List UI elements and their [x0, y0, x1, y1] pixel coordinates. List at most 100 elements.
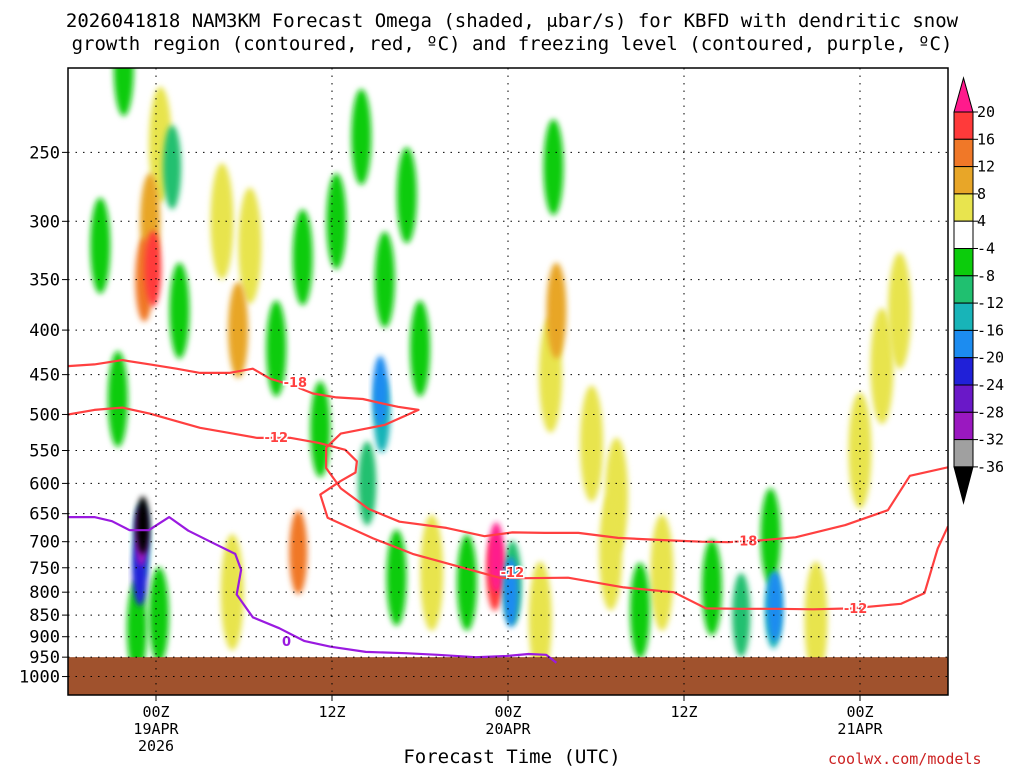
colorbar-swatch: [953, 220, 974, 249]
colorbar-tick-label: 16: [977, 130, 995, 148]
omega-cell: [630, 562, 650, 659]
colorbar-swatch: [953, 193, 974, 222]
x-tick-label: 12Z: [670, 703, 697, 721]
y-tick-label: 950: [29, 648, 60, 668]
y-tick-label: 700: [29, 533, 60, 553]
omega-cell: [420, 514, 444, 631]
colorbar: 20 16 12 8 4 -4 -8 -12 -16 -20 -24 -28 -32 -36: [953, 76, 1004, 505]
colorbar-swatch: [953, 357, 974, 386]
x-tick-label: 00Z: [846, 703, 873, 721]
omega-cell: [374, 231, 395, 328]
omega-cell: [238, 187, 262, 304]
omega-cell: [599, 494, 623, 611]
colorbar-tick-label: 8: [977, 185, 986, 203]
colorbar-swatch: [953, 166, 974, 195]
omega-cell: [580, 385, 604, 502]
y-tick-label: 250: [29, 143, 60, 163]
contour-label: -12: [844, 602, 868, 617]
colorbar-tick-label: 4: [977, 212, 986, 230]
x-tick-label: 19APR: [133, 720, 179, 738]
omega-cell: [701, 539, 722, 636]
omega-cell: [732, 573, 751, 658]
y-tick-label: 1000: [19, 668, 60, 688]
colorbar-swatch: [953, 138, 974, 168]
omega-cell: [410, 300, 430, 397]
x-tick-label: 21APR: [837, 720, 883, 738]
x-axis-label: Forecast Time (UTC): [403, 746, 621, 768]
colorbar-tick-label: -8: [977, 267, 995, 285]
colorbar-tick-label: -12: [977, 294, 1004, 312]
colorbar-tick-label: -36: [977, 458, 1004, 476]
omega-cell: [107, 351, 128, 448]
axes-layer: 2503003504004505005506006507007508008509…: [19, 143, 883, 755]
colorbar-swatch: [953, 248, 974, 277]
colorbar-swatch: [953, 384, 974, 413]
credit-link[interactable]: coolwx.com/models: [828, 750, 982, 768]
y-tick-label: 500: [29, 405, 60, 425]
x-tick-label: 00Z: [142, 703, 169, 721]
omega-cell: [767, 570, 783, 642]
chart-title-line-2: growth region (contoured, red, ºC) and f…: [71, 33, 953, 55]
omega-cell: [266, 300, 287, 397]
colorbar-tick-label: -4: [977, 240, 995, 258]
contour-label: -12: [265, 431, 289, 446]
omega-cell: [760, 488, 781, 585]
omega-cell: [144, 230, 162, 307]
omega-cell: [372, 355, 389, 427]
colorbar-tick-label: 12: [977, 158, 995, 176]
x-tick-label: 00Z: [494, 703, 521, 721]
colorbar-swatch: [953, 439, 974, 468]
colorbar-swatch: [953, 329, 974, 359]
x-tick-label: 12Z: [318, 703, 345, 721]
y-tick-label: 650: [29, 505, 60, 525]
y-tick-label: 450: [29, 366, 60, 386]
omega-cell: [650, 514, 674, 631]
omega-cell: [169, 262, 190, 359]
omega-cell: [528, 561, 552, 678]
y-tick-label: 350: [29, 271, 60, 291]
x-tick-label: 20APR: [485, 720, 531, 738]
omega-cell: [90, 197, 111, 294]
colorbar-top-arrow: [953, 76, 974, 113]
colorbar-tick-label: 20: [977, 103, 995, 121]
omega-cell: [546, 262, 567, 359]
chart-title-line-1: 2026041818 NAM3KM Forecast Omega (shaded…: [65, 10, 959, 32]
omega-cell: [396, 147, 417, 244]
x-tick-label: 2026: [138, 737, 174, 755]
colorbar-swatch: [953, 302, 974, 331]
y-tick-label: 400: [29, 321, 60, 341]
contour-layer: -18 -18 -12 -12 -12 0: [68, 359, 948, 664]
contour--18: [68, 359, 948, 544]
y-tick-label: 800: [29, 583, 60, 603]
y-tick-label: 550: [29, 442, 60, 462]
omega-cell: [113, 68, 134, 116]
omega-cell: [543, 119, 564, 216]
contour-label: 0: [282, 635, 291, 650]
y-tick-label: 300: [29, 212, 60, 232]
omega-cell: [289, 510, 308, 595]
y-tick-label: 850: [29, 606, 60, 626]
omega-cell: [326, 173, 347, 270]
y-tick-label: 600: [29, 474, 60, 494]
colorbar-tick-label: -28: [977, 403, 1004, 421]
colorbar-swatch: [953, 411, 974, 441]
omega-cell: [386, 529, 407, 626]
y-tick-label: 750: [29, 559, 60, 579]
colorbar-bottom-arrow: [953, 466, 974, 505]
colorbar-tick-label: -20: [977, 349, 1004, 367]
colorbar-tick-label: -32: [977, 431, 1004, 449]
contour-label: -12: [501, 566, 525, 581]
colorbar-swatch: [953, 111, 974, 140]
omega-cell: [804, 561, 828, 678]
omega-cell: [210, 163, 234, 280]
omega-cell: [228, 282, 249, 379]
omega-cell: [163, 125, 182, 210]
y-tick-label: 900: [29, 628, 60, 648]
omega-cell: [888, 252, 912, 369]
colorbar-swatch: [953, 275, 974, 304]
colorbar-tick-label: -24: [977, 376, 1004, 394]
contour-0: [68, 516, 558, 664]
contour-label: -18: [734, 535, 758, 550]
omega-cell: [292, 209, 313, 306]
